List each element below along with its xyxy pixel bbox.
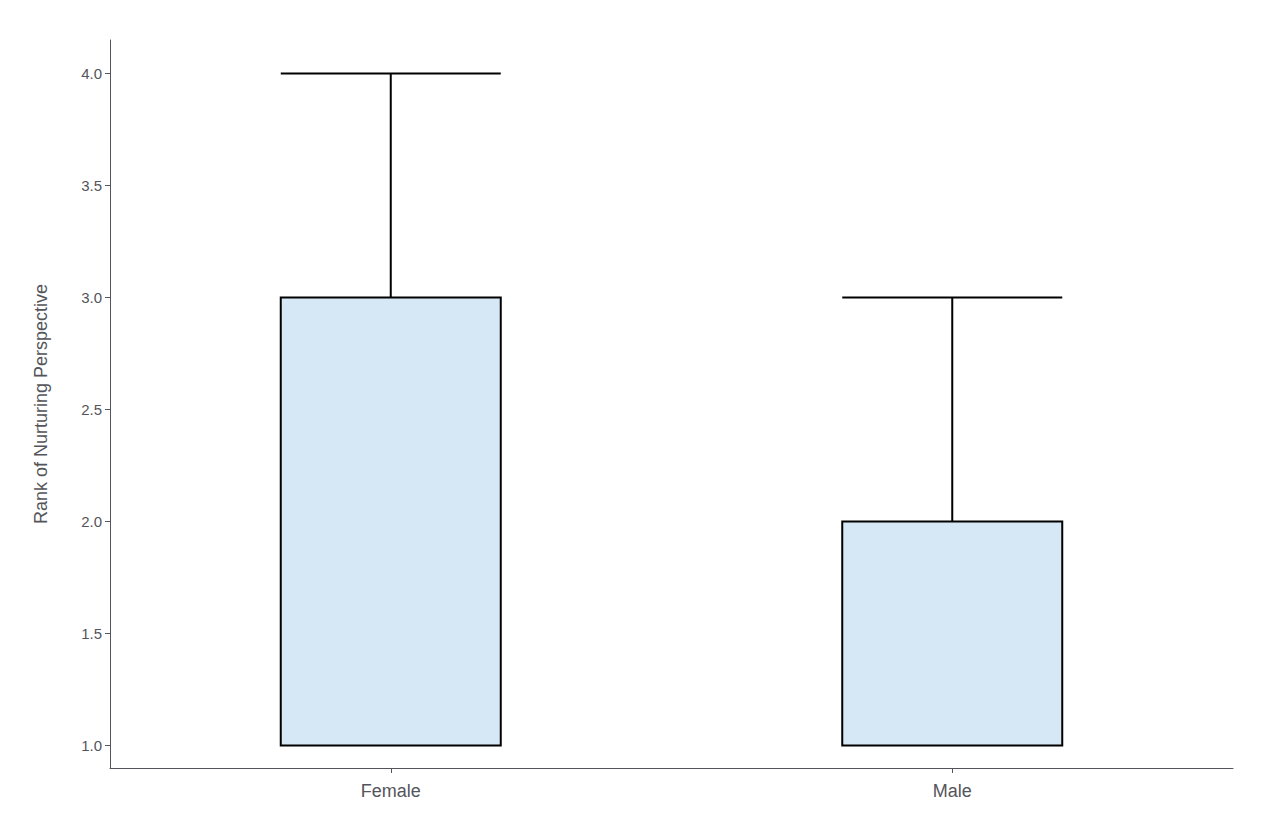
svg-text:Rank of Nurturing Perspective: Rank of Nurturing Perspective <box>31 284 51 524</box>
svg-text:1.5: 1.5 <box>81 625 102 642</box>
svg-text:3.0: 3.0 <box>81 289 102 306</box>
svg-text:Male: Male <box>933 781 972 801</box>
svg-text:2.0: 2.0 <box>81 513 102 530</box>
svg-text:3.5: 3.5 <box>81 177 102 194</box>
svg-text:Female: Female <box>361 781 421 801</box>
svg-text:4.0: 4.0 <box>81 65 102 82</box>
svg-text:1.0: 1.0 <box>81 737 102 754</box>
svg-text:2.5: 2.5 <box>81 401 102 418</box>
